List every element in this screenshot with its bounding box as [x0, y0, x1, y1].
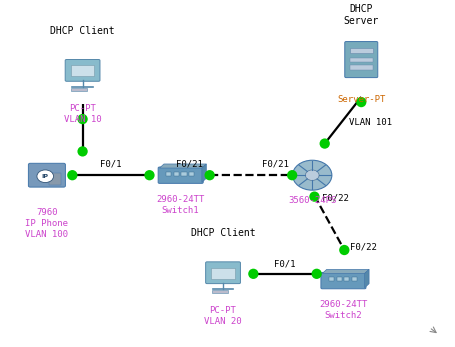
- Bar: [337, 277, 342, 281]
- FancyBboxPatch shape: [321, 272, 366, 289]
- Point: [341, 247, 348, 253]
- Text: VLAN 101: VLAN 101: [349, 118, 392, 127]
- FancyBboxPatch shape: [28, 163, 66, 187]
- Point: [321, 141, 329, 146]
- Polygon shape: [160, 164, 206, 168]
- Circle shape: [37, 170, 54, 183]
- Point: [358, 99, 365, 105]
- Text: 3560-24PS: 3560-24PS: [288, 196, 336, 205]
- Circle shape: [305, 170, 319, 180]
- Polygon shape: [202, 164, 206, 182]
- Bar: [352, 277, 357, 281]
- Bar: [182, 172, 187, 176]
- Text: F0/1: F0/1: [100, 159, 121, 168]
- Polygon shape: [364, 269, 369, 288]
- Text: 2960-24TT
Switch2: 2960-24TT Switch2: [319, 301, 368, 320]
- Text: IP: IP: [42, 174, 49, 179]
- Point: [311, 194, 318, 200]
- Bar: [49, 173, 61, 185]
- Text: 2960-24TT
Switch1: 2960-24TT Switch1: [157, 195, 205, 215]
- FancyBboxPatch shape: [65, 60, 100, 81]
- Point: [146, 172, 153, 178]
- Bar: [166, 172, 172, 176]
- Bar: [344, 277, 349, 281]
- Text: F0/1: F0/1: [274, 259, 295, 268]
- Text: DHCP
Server: DHCP Server: [344, 4, 379, 26]
- Bar: [71, 88, 87, 91]
- Point: [250, 271, 257, 277]
- Text: DHCP Client: DHCP Client: [191, 228, 255, 238]
- Point: [206, 172, 213, 178]
- Bar: [212, 268, 235, 279]
- Text: 7960
IP Phone
VLAN 100: 7960 IP Phone VLAN 100: [25, 208, 68, 239]
- Bar: [350, 65, 373, 70]
- Text: PC-PT
VLAN 10: PC-PT VLAN 10: [64, 104, 101, 124]
- Bar: [329, 277, 334, 281]
- Bar: [189, 172, 194, 176]
- Text: F0/21: F0/21: [176, 159, 203, 168]
- Point: [79, 149, 86, 154]
- Text: F0/22: F0/22: [350, 242, 377, 251]
- Circle shape: [293, 160, 332, 190]
- Bar: [212, 290, 228, 293]
- Point: [288, 172, 296, 178]
- Point: [313, 271, 320, 277]
- Point: [69, 172, 76, 178]
- Bar: [174, 172, 179, 176]
- Text: PC-PT
VLAN 20: PC-PT VLAN 20: [204, 306, 242, 326]
- FancyBboxPatch shape: [158, 167, 203, 183]
- FancyBboxPatch shape: [206, 262, 240, 283]
- Point: [79, 116, 86, 122]
- Text: F0/21: F0/21: [262, 159, 289, 168]
- Text: F0/22: F0/22: [322, 193, 349, 202]
- Polygon shape: [322, 269, 369, 273]
- Bar: [350, 58, 373, 62]
- FancyBboxPatch shape: [345, 42, 378, 78]
- Text: DHCP Client: DHCP Client: [50, 26, 115, 36]
- Bar: [71, 66, 94, 76]
- Bar: [350, 48, 373, 53]
- Text: Server-PT: Server-PT: [337, 95, 385, 104]
